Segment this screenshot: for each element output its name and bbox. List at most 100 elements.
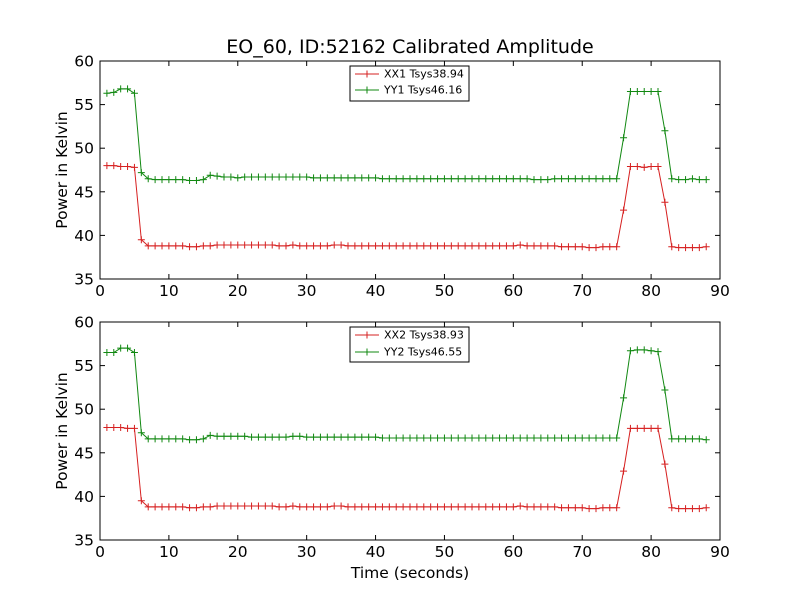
data-point: [103, 162, 111, 170]
data-point: [365, 503, 373, 511]
top-x-tick-label: 50: [435, 282, 455, 300]
data-point: [482, 503, 490, 511]
data-point: [275, 242, 283, 250]
data-point: [571, 434, 579, 442]
data-point: [530, 503, 538, 511]
data-point: [599, 243, 607, 251]
data-point: [372, 433, 380, 441]
data-point: [103, 89, 111, 97]
data-point: [206, 431, 214, 439]
data-point: [523, 503, 531, 511]
data-point: [241, 502, 249, 510]
data-point: [682, 435, 690, 443]
data-point: [165, 242, 173, 250]
data-point: [688, 244, 696, 252]
data-point: [303, 242, 311, 250]
data-point: [337, 174, 345, 182]
data-point: [496, 503, 504, 511]
data-point: [144, 435, 152, 443]
data-point: [661, 460, 669, 468]
data-point: [130, 349, 138, 357]
data-point: [124, 85, 132, 93]
data-point: [447, 434, 455, 442]
data-point: [475, 242, 483, 250]
data-point: [199, 242, 207, 250]
data-point: [682, 244, 690, 252]
data-point: [137, 169, 145, 177]
bottom-x-tick-label: 70: [572, 543, 592, 561]
data-point: [530, 176, 538, 184]
data-point: [261, 433, 269, 441]
data-point: [399, 242, 407, 250]
data-point: [289, 432, 297, 440]
bottom-x-tick-label: 20: [228, 543, 248, 561]
data-point: [544, 434, 552, 442]
data-point: [172, 503, 180, 511]
data-point: [468, 434, 476, 442]
data-point: [323, 503, 331, 511]
bottom-x-tick-label: 60: [503, 543, 523, 561]
data-point: [482, 434, 490, 442]
data-point: [702, 176, 710, 184]
data-point: [337, 502, 345, 510]
data-point: [578, 175, 586, 183]
data-point: [234, 241, 242, 249]
x-axis-label: Time (seconds): [350, 564, 469, 582]
data-point: [447, 242, 455, 250]
data-point: [475, 503, 483, 511]
data-point: [137, 236, 145, 244]
bottom-x-tick-label: 90: [710, 543, 730, 561]
data-point: [110, 349, 118, 357]
bottom-x-tick-label: 50: [435, 543, 455, 561]
data-point: [558, 434, 566, 442]
data-point: [626, 424, 634, 432]
bottom-legend-box: [349, 326, 470, 363]
data-point: [282, 242, 290, 250]
data-point: [420, 175, 428, 183]
data-point: [323, 433, 331, 441]
data-point: [496, 434, 504, 442]
data-point: [626, 88, 634, 96]
top-x-tick-label: 30: [297, 282, 317, 300]
data-point: [516, 434, 524, 442]
bottom-y-tick-label: 50: [74, 401, 94, 419]
data-point: [447, 175, 455, 183]
data-point: [578, 434, 586, 442]
data-point: [688, 175, 696, 183]
data-point: [179, 435, 187, 443]
data-point: [695, 505, 703, 513]
top-y-tick-label: 45: [74, 183, 94, 201]
top-x-tick-label: 10: [159, 282, 179, 300]
data-point: [413, 503, 421, 511]
data-point: [186, 504, 194, 512]
data-point: [496, 175, 504, 183]
data-point: [310, 242, 318, 250]
bottom-x-tick-label: 10: [159, 543, 179, 561]
data-point: [268, 433, 276, 441]
data-point: [344, 433, 352, 441]
data-point: [592, 175, 600, 183]
top-y-tick-label: 40: [74, 227, 94, 245]
data-point: [124, 344, 132, 352]
data-point: [688, 435, 696, 443]
data-point: [227, 173, 235, 181]
data-point: [330, 174, 338, 182]
data-point: [316, 242, 324, 250]
data-point: [124, 163, 132, 171]
data-point: [454, 175, 462, 183]
data-point: [296, 242, 304, 250]
data-point: [640, 163, 648, 171]
data-point: [592, 434, 600, 442]
data-point: [172, 242, 180, 250]
data-point: [213, 502, 221, 510]
data-point: [316, 503, 324, 511]
data-point: [296, 432, 304, 440]
data-point: [241, 432, 249, 440]
top-ticks: 0 10 20 30 40 50 60 70 80 90 35 40 45 50 55 60: [74, 53, 730, 301]
data-point: [206, 171, 214, 179]
bottom-y-axis-label: Power in Kelvin: [53, 372, 71, 489]
data-point: [530, 434, 538, 442]
top-plot-frame: [99, 60, 721, 280]
data-point: [213, 241, 221, 249]
